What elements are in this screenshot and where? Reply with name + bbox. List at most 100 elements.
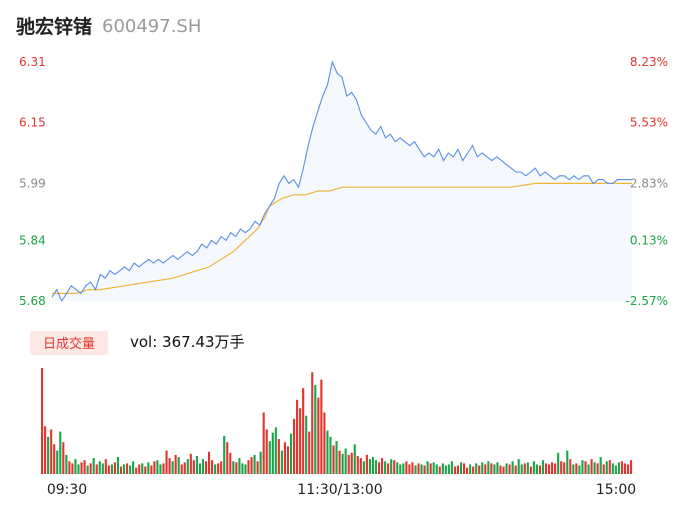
volume-bar <box>602 464 605 474</box>
volume-bar <box>253 454 256 474</box>
volume-bar <box>353 444 356 474</box>
volume-bar <box>289 433 293 474</box>
volume-bar <box>235 462 238 474</box>
volume-bar <box>292 418 296 474</box>
volume-bar <box>311 372 314 474</box>
volume-bar <box>232 461 235 474</box>
volume-bar <box>623 463 627 474</box>
volume-bar <box>560 461 563 474</box>
volume-bar <box>183 462 186 474</box>
volume-bar <box>274 427 277 474</box>
volume-bar <box>59 431 62 474</box>
volume-bar <box>393 460 396 474</box>
volume-bar <box>296 399 299 474</box>
volume-bar <box>244 464 247 474</box>
volume-bar <box>262 412 265 474</box>
volume-bar <box>192 460 195 474</box>
volume-bar <box>347 454 350 474</box>
volume-bar <box>581 460 584 474</box>
volume-bar <box>241 463 244 474</box>
volume-bar <box>229 452 232 474</box>
volume-bar <box>532 461 535 474</box>
volume-bar <box>323 412 326 474</box>
volume-bar <box>320 379 323 474</box>
volume-bar <box>50 429 53 474</box>
volume-bar <box>44 426 47 474</box>
volume-bar <box>74 459 77 474</box>
volume-bar <box>47 436 50 474</box>
volume-bar <box>110 464 113 474</box>
volume-bar <box>107 465 110 474</box>
volume-bar <box>195 455 198 474</box>
y-tick-left: 6.15 <box>19 116 46 130</box>
volume-bar <box>265 429 268 474</box>
volume-bar <box>53 444 56 474</box>
volume-bar <box>98 461 101 474</box>
volume-bar <box>135 467 138 474</box>
volume-bar <box>141 463 144 474</box>
volume-bar <box>417 463 420 474</box>
volume-bar <box>438 466 441 474</box>
volume-bar <box>250 457 253 474</box>
volume-bar <box>365 454 368 474</box>
volume-bar <box>299 408 302 474</box>
volume-bar <box>377 462 381 474</box>
volume-bar <box>456 465 460 474</box>
volume-bar <box>535 464 538 474</box>
volume-bar <box>159 464 162 474</box>
volume-bar <box>469 464 472 474</box>
volume-bar <box>557 452 560 474</box>
volume-bar <box>65 454 68 474</box>
volume-bar <box>317 397 320 474</box>
volume-bar <box>374 460 378 474</box>
volume-bar <box>189 453 192 474</box>
volume-total: vol: 367.43万手 <box>130 333 245 351</box>
volume-bar <box>174 454 177 474</box>
volume-bar <box>426 461 429 474</box>
volume-bar <box>441 463 444 474</box>
stock-name: 驰宏锌锗 <box>16 15 92 38</box>
volume-bar <box>605 461 608 474</box>
volume-bar <box>411 462 414 474</box>
volume-bar <box>350 452 353 474</box>
average-price-line <box>52 182 632 294</box>
volume-bar <box>472 466 475 474</box>
y-tick-left: 6.31 <box>19 55 46 69</box>
volume-bar <box>362 461 365 474</box>
volume-bar <box>517 459 520 474</box>
volume-bar <box>116 457 120 474</box>
volume-bar <box>271 432 274 474</box>
volume-bar <box>511 461 514 474</box>
volume-bar <box>356 455 359 474</box>
volume-bar <box>80 462 83 474</box>
volume-bar <box>505 463 508 474</box>
volume-bar <box>122 464 126 474</box>
volume-bar <box>447 464 450 474</box>
volume-bar <box>584 461 587 474</box>
volume-bar <box>493 464 496 474</box>
volume-bar <box>399 464 402 474</box>
volume-bar <box>326 430 329 474</box>
volume-bar <box>259 451 262 474</box>
volume-bar <box>402 463 405 474</box>
volume-bar <box>396 462 399 474</box>
price-line <box>51 60 632 303</box>
volume-bar <box>414 465 417 474</box>
volume-bar <box>329 436 332 474</box>
volume-bar <box>508 464 511 474</box>
volume-bar <box>207 451 211 474</box>
volume-bar <box>220 461 223 474</box>
volume-bar <box>481 462 484 474</box>
volume-bar <box>308 431 311 474</box>
volume-bar <box>165 450 168 474</box>
volume-bar <box>484 464 487 474</box>
volume-bar <box>335 441 338 474</box>
volume-bar <box>256 461 259 474</box>
volume-bar <box>338 450 341 474</box>
volume-bar <box>450 461 453 474</box>
volume-bar <box>211 460 214 474</box>
volume-bar <box>359 458 362 474</box>
volume-bar <box>119 466 123 474</box>
volume-bar <box>89 463 92 474</box>
